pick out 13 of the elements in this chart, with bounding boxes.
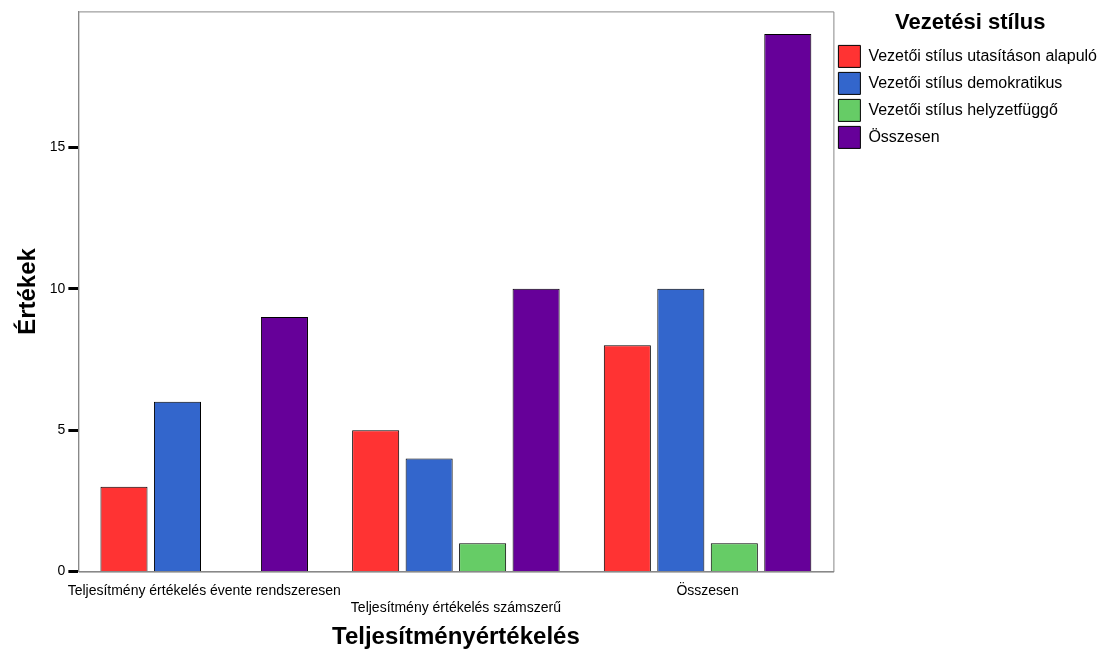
legend-label: Vezetői stílus utasításon alapuló [868,46,1098,64]
x-tick-label: Teljesítmény értékelés számszerű [350,598,562,615]
legend-label: Vezetői stílus demokratikus [868,73,1063,91]
legend-title: Vezetési stílus [894,9,1046,35]
y-tick-label: 15 [49,138,66,155]
x-tick-label: Teljesítmény értékelés évente rendszeresen [67,581,341,598]
y-tick-label: 5 [57,420,66,437]
y-tick-label: 0 [57,562,66,579]
legend-label: Összesen [868,127,940,145]
y-axis-title: Értékek [13,247,41,335]
legend-label: Vezetői stílus helyzetfüggő [868,100,1058,118]
y-tick-label: 10 [49,279,66,296]
x-axis-title: Teljesítményértékelés [332,622,580,650]
